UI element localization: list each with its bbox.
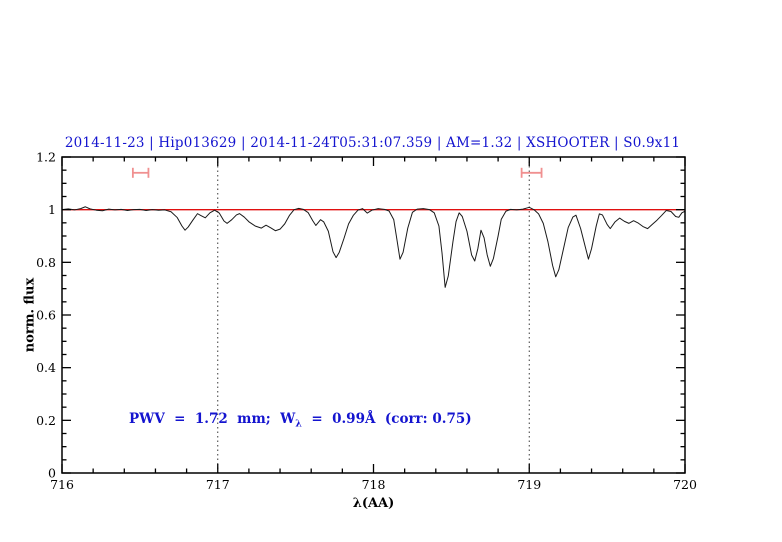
plot-title: 2014-11-23 | Hip013629 | 2014-11-24T05:3…: [64, 135, 681, 151]
y-tick-label: 0: [48, 466, 56, 481]
y-tick-label: 0.4: [36, 360, 56, 375]
annotation-text-tail: = 0.99Å (corr: 0.75): [301, 411, 472, 427]
y-tick-label: 0.6: [36, 308, 56, 323]
x-tick-label: 720: [673, 477, 697, 492]
x-tick-label: 719: [517, 477, 541, 492]
y-tick-label: 0.8: [36, 255, 56, 270]
spectrum-line: [61, 206, 686, 288]
x-axis-label: λ(AA): [352, 496, 395, 511]
annotation-lambda-subscript: λ: [295, 418, 302, 430]
x-tick-label: 716: [50, 477, 74, 492]
y-tick-label: 0.2: [36, 413, 56, 428]
x-tick-label: 718: [362, 477, 386, 492]
pwv-annotation: PWV = 1.72 mm; Wλ = 0.99Å (corr: 0.75): [129, 411, 472, 430]
x-tick-label: 717: [206, 477, 230, 492]
y-tick-label: 1: [48, 202, 56, 217]
y-tick-label: 1.2: [36, 150, 56, 165]
annotation-text-head: PWV = 1.72 mm; W: [129, 411, 296, 427]
